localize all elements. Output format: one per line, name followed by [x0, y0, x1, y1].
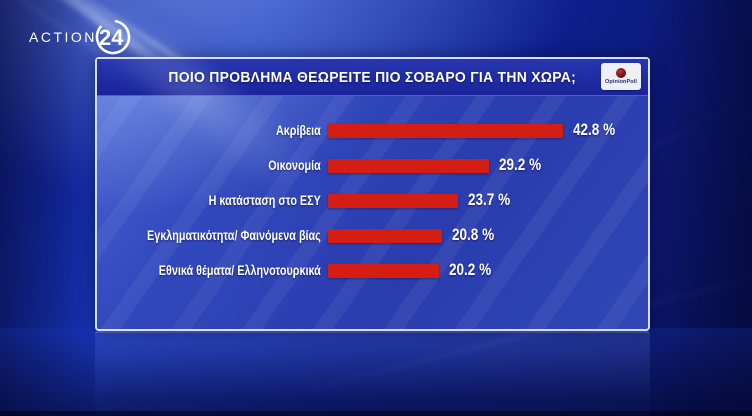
- action24-logo-icon: ACTION 24: [29, 19, 131, 55]
- category-label: Ακρίβεια: [275, 123, 321, 138]
- poll-question-title: ΠΟΙΟ ΠΡΟΒΛΗΜΑ ΘΕΩΡΕΙΤΕ ΠΙΟ ΣΟΒΑΡΟ ΓΙΑ ΤΗ…: [168, 68, 577, 86]
- category-label: Εγκληματικότητα/ Φαινόμενα βίας: [147, 228, 321, 243]
- bar-row: Οικονομία 29.2 %: [97, 148, 648, 183]
- value-bar: [328, 193, 458, 208]
- poll-panel: ΠΟΙΟ ΠΡΟΒΛΗΜΑ ΘΕΩΡΕΙΤΕ ΠΙΟ ΣΟΒΑΡΟ ΓΙΑ ΤΗ…: [95, 57, 650, 331]
- opinionpoll-logo-icon: [616, 68, 626, 78]
- bar-chart: Ακρίβεια 42.8 % Οικονομία 29.2 % Η κατάσ…: [97, 113, 648, 288]
- value-label: 42.8 %: [573, 121, 616, 139]
- bar-row: Εγκληματικότητα/ Φαινόμενα βίας 20.8 %: [97, 218, 648, 253]
- panel-header: ΠΟΙΟ ΠΡΟΒΛΗΜΑ ΘΕΩΡΕΙΤΕ ΠΙΟ ΣΟΒΑΡΟ ΓΙΑ ΤΗ…: [97, 59, 648, 96]
- studio-floor: [0, 328, 752, 416]
- logo-text: ACTION: [29, 29, 97, 45]
- bottom-strip: [0, 411, 752, 416]
- bar-row: Ακρίβεια 42.8 %: [97, 113, 648, 148]
- category-label: Η κατάσταση στο ΕΣΥ: [208, 193, 321, 208]
- value-label: 29.2 %: [499, 156, 542, 174]
- category-label: Οικονομία: [268, 158, 321, 173]
- logo-number: 24: [99, 25, 124, 50]
- value-bar: [328, 228, 442, 243]
- value-label: 23.7 %: [468, 191, 511, 209]
- bar-row: Εθνικά θέματα/ Ελληνοτουρκικά 20.2 %: [97, 253, 648, 288]
- panel-reflection: [95, 331, 650, 415]
- opinionpoll-badge: OpinionPoll: [601, 63, 641, 90]
- value-bar: [328, 263, 439, 278]
- value-label: 20.8 %: [452, 226, 495, 244]
- bar-row: Η κατάσταση στο ΕΣΥ 23.7 %: [97, 183, 648, 218]
- value-label: 20.2 %: [449, 261, 492, 279]
- logo-circle-icon: [95, 19, 131, 55]
- category-label: Εθνικά θέματα/ Ελληνοτουρκικά: [158, 263, 321, 278]
- value-bar: [328, 158, 489, 173]
- value-bar: [328, 123, 563, 138]
- channel-logo: ACTION 24: [26, 12, 138, 62]
- opinionpoll-badge-label: OpinionPoll: [605, 79, 637, 85]
